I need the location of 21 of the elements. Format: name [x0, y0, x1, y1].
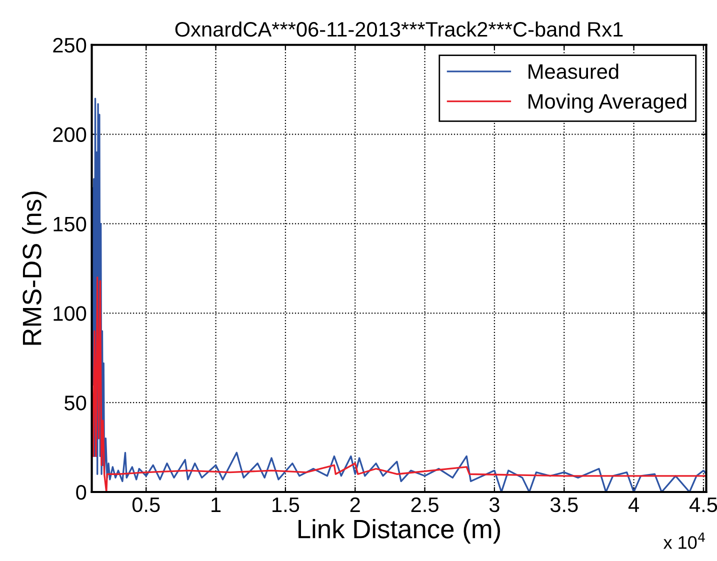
x-tick-label: 1: [212, 498, 221, 512]
chart-title: OxnardCA***06-11-2013***Track2***C-band Rx1: [175, 21, 623, 37]
x-tick-label: 0.5: [132, 497, 160, 512]
x-tick-label: 2: [350, 497, 360, 512]
x-tick-label: 3: [489, 497, 500, 512]
x-tick-label: 3.5: [550, 497, 578, 512]
y-tick-label: 100: [54, 306, 86, 321]
y-tick-label: 150: [54, 216, 86, 232]
legend-label: Measured: [528, 64, 618, 79]
x-tick-label: 4: [628, 498, 639, 512]
legend-label: Moving Averaged: [528, 93, 686, 113]
y-axis-title: RMS-DS (ns): [22, 192, 47, 345]
y-tick-label: 200: [53, 127, 86, 142]
y-tick-label: 0: [76, 485, 86, 500]
x-tick-label: 1.5: [272, 498, 300, 512]
x-tick-label: 2.5: [411, 497, 438, 512]
text: x 10$^{4}$: [663, 532, 705, 549]
y-tick-label: 250: [53, 38, 86, 53]
x-tick-label: 4.5: [689, 498, 717, 512]
y-tick-label: 50: [64, 396, 86, 410]
x-axis-title: Link Distance (m): [298, 519, 500, 544]
